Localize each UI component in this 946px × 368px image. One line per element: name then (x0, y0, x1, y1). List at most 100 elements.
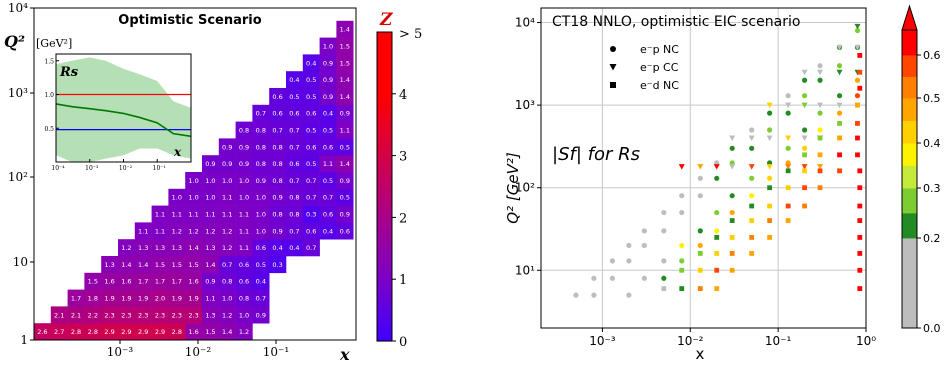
heatmap-cell (168, 205, 186, 223)
heatmap-cell (269, 188, 287, 206)
heatmap-cell-value: 1.7 (172, 278, 182, 286)
heatmap-cell-value: 0.8 (272, 211, 282, 219)
scatter-point-ed-nc (785, 168, 791, 174)
heatmap-cell-value: 1.1 (188, 211, 198, 219)
heatmap-cell-value: 1.9 (172, 295, 182, 303)
scatter-point-ep-nc (749, 127, 755, 133)
heatmap-cell-value: 1.1 (138, 227, 148, 235)
scatter-point-ep-nc (609, 275, 616, 281)
heatmap-cell-value: 1.0 (256, 194, 266, 202)
z-colorbar-segment (377, 52, 392, 59)
heatmap-cell-value: 2.7 (54, 328, 64, 336)
scatter-point-ep-cc (817, 69, 824, 76)
heatmap-cell (286, 121, 304, 139)
z-colorbar-segment (377, 263, 392, 270)
heatmap-cell-value: 0.6 (289, 160, 299, 168)
heatmap-cell-value: 2.9 (155, 328, 165, 336)
inset-x-axis-label: x (173, 145, 182, 159)
heatmap-cell-value: 2.9 (121, 328, 131, 336)
heatmap-cell (118, 289, 136, 307)
heatmap-cell (218, 222, 236, 240)
heatmap-cell-value: 2.8 (172, 328, 182, 336)
heatmap-cell (286, 71, 304, 89)
heatmap-cell-value: 0.8 (239, 295, 249, 303)
scatter-point-ep-nc (626, 292, 632, 298)
heatmap-cell (134, 239, 152, 257)
heatmap-cell-value: 0.5 (340, 143, 350, 151)
heatmap-cell (185, 256, 203, 274)
heatmap-cell-value: 0.7 (323, 194, 333, 202)
scatter-point-ep-nc (626, 242, 632, 249)
sf-colorbar-segment (902, 188, 917, 214)
heatmap-cell (218, 306, 236, 324)
heatmap-cell-value: 0.6 (239, 278, 249, 286)
heatmap-cell (336, 222, 354, 240)
scatter-point-ep-nc (801, 93, 808, 99)
z-colorbar-segment (377, 289, 392, 296)
scatter-point-ep-nc (661, 258, 667, 264)
scatter-point-ed-nc (679, 267, 685, 273)
z-colorbar-tick-label: 0 (399, 335, 407, 350)
scatter-point-ep-nc (641, 275, 647, 281)
heatmap-cell-value: 0.6 (323, 143, 333, 151)
z-colorbar-segment (377, 124, 392, 131)
scatter-point-ep-nc (817, 77, 823, 83)
heatmap-cell (269, 138, 287, 156)
scatter-point-ed-nc (714, 235, 720, 240)
z-colorbar-segment (377, 207, 392, 213)
heatmap-cell (185, 272, 203, 290)
heatmap-cell (218, 272, 236, 290)
heatmap-cell-value: 1.3 (205, 244, 215, 252)
heatmap-cell-value: 1.1 (239, 244, 249, 252)
heatmap-cell-value: 0.9 (340, 110, 350, 118)
z-colorbar-segment (377, 279, 392, 285)
left-y-ticks: 1 10 10² 10³ 10⁴ (8, 1, 34, 347)
z-colorbar-segment (377, 232, 392, 239)
heatmap-cell (168, 323, 186, 341)
heatmap-cell (235, 272, 253, 290)
z-colorbar-segment (377, 186, 392, 193)
heatmap-cell-value: 0.7 (306, 194, 316, 202)
sf-colorbar-segment (902, 165, 917, 189)
heatmap-cell (218, 239, 236, 257)
heatmap-cell (319, 37, 337, 55)
heatmap-cell-value: 0.8 (289, 211, 299, 219)
heatmap-cell (252, 306, 270, 324)
z-colorbar-segment (377, 104, 392, 110)
heatmap-cell-value: 1.0 (256, 211, 266, 219)
heatmap-cell (302, 138, 320, 156)
heatmap-cell-value: 2.1 (71, 311, 81, 319)
heatmap-cell-value: 2.3 (121, 311, 131, 319)
heatmap-cell (101, 272, 119, 290)
scatter-point-ed-nc (697, 267, 703, 273)
heatmap-cell (336, 37, 354, 55)
z-colorbar-segment (377, 181, 392, 188)
scatter-point-ep-nc (817, 110, 823, 116)
heatmap-cell (202, 205, 220, 223)
heatmap-cell-value: 0.9 (323, 59, 333, 67)
scatter-point-ed-nc (802, 168, 807, 174)
legend-label: e⁻d NC (640, 79, 679, 92)
z-colorbar-segment (377, 248, 392, 255)
right-x-tick-label: 10⁻² (677, 334, 704, 348)
left-chart-title: Optimistic Scenario (118, 13, 261, 28)
heatmap-cell-value: 0.7 (289, 227, 299, 235)
heatmap-cell-value: 1.2 (239, 328, 249, 336)
scatter-point-ep-nc (854, 77, 861, 83)
heatmap-cell (252, 222, 270, 240)
heatmap-cell (319, 222, 337, 240)
heatmap-cell (319, 205, 337, 223)
heatmap-cell (185, 172, 203, 190)
heatmap-cell (218, 172, 236, 190)
heatmap-cell-value: 0.7 (256, 110, 266, 118)
inset-x-ticks: 10⁻⁴ 10⁻³ 10⁻² 10⁻¹ (51, 159, 166, 172)
scatter-point-ep-cc (729, 164, 736, 170)
z-colorbar-segment (377, 119, 392, 126)
heatmap-cell-value: 0.8 (256, 143, 266, 151)
heatmap-cell-value: 0.8 (289, 194, 299, 202)
heatmap-cell (151, 323, 169, 341)
heatmap-cell-value: 1.0 (188, 194, 198, 202)
scatter-point-ep-nc (679, 258, 685, 264)
scatter-point-ed-nc (785, 203, 791, 209)
